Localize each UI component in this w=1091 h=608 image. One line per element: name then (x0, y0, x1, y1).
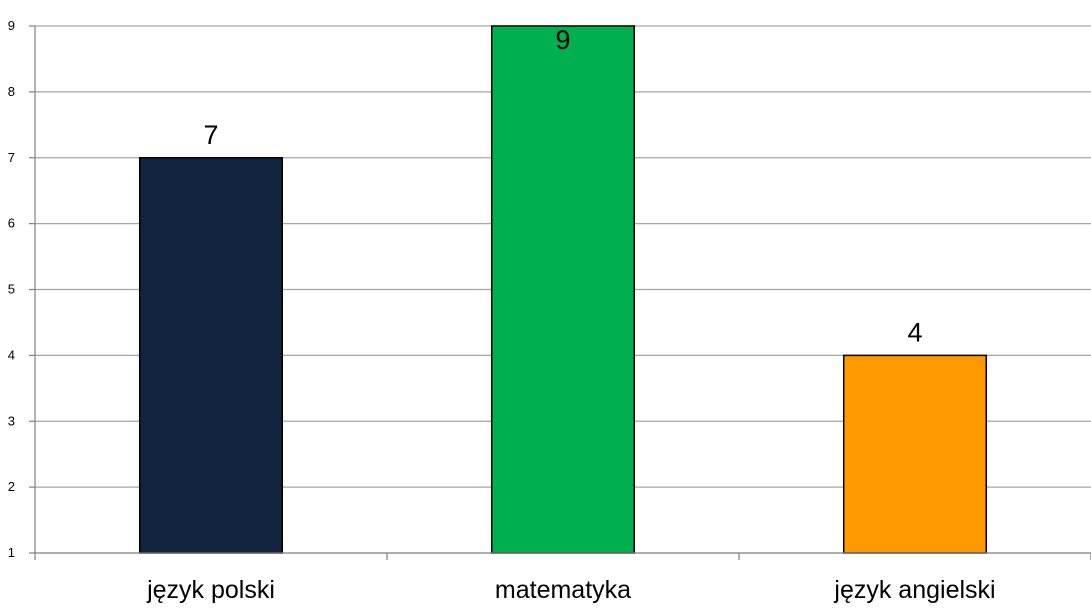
x-category-label: język polski (146, 576, 275, 604)
y-tick-label: 1 (8, 545, 15, 560)
y-tick-label: 6 (8, 216, 15, 231)
y-tick-label: 7 (8, 150, 15, 165)
y-tick-label: 3 (8, 413, 15, 428)
y-tick-label: 8 (8, 84, 15, 99)
y-tick-label: 4 (8, 347, 15, 362)
y-tick-label: 2 (8, 479, 15, 494)
y-tick-label: 5 (8, 282, 15, 297)
y-axis-ticks: 1 2 3 4 5 6 7 8 9 (8, 18, 35, 560)
bar-2 (490, 25, 636, 554)
x-category-label: język angielski (833, 576, 995, 604)
bar-3 (842, 354, 988, 554)
data-label-1: 7 (203, 120, 218, 150)
data-label-3: 4 (907, 317, 922, 347)
x-category-label: matematyka (495, 576, 631, 604)
bar-1 (138, 157, 284, 554)
data-label-2: 9 (555, 25, 570, 55)
data-labels: 7 9 4 (203, 25, 922, 347)
y-tick-label: 9 (8, 18, 15, 33)
x-axis: język polski matematyka język angielski (34, 26, 1091, 604)
bars (138, 25, 988, 554)
